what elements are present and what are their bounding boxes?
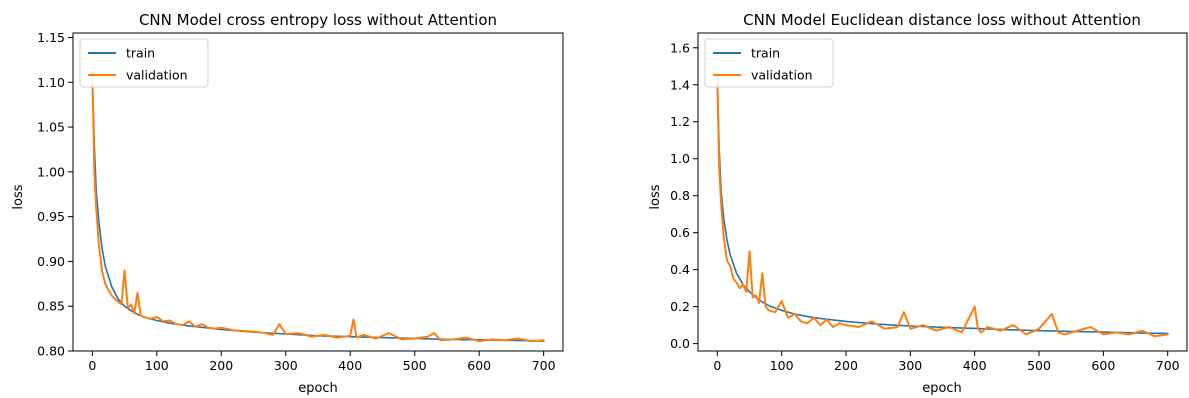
x-tick-label: 600 [467,358,491,373]
x-tick-label: 100 [770,358,794,373]
y-tick-label: 0.85 [37,299,65,314]
y-tick-label: 0.95 [37,209,65,224]
series-line-validation [91,72,545,343]
y-axis-title: loss [11,184,26,209]
axes-frame [72,32,564,352]
y-tick-label: 0.6 [670,225,690,240]
y-tick-label: 0.4 [670,262,690,277]
y-tick-label: 0.2 [670,299,690,314]
series-line-validation [716,80,1169,338]
y-tick-label: 1.2 [670,114,690,129]
legend: train validation [79,38,209,88]
series-line-train [716,74,1169,335]
x-tick-label: 400 [338,358,362,373]
legend-label-validation: validation [126,68,188,83]
y-tick-label: 1.6 [670,40,690,55]
x-tick-label: 100 [145,358,169,373]
axis-ticks: 0 100 200 300 400 500 600 700 0.0 0.2 0.4 0.6 0.8 1.0… [670,32,1188,373]
y-tick-label: 1.4 [670,77,690,92]
y-axis-title: loss [648,184,663,209]
x-tick-label: 500 [1027,358,1051,373]
y-tick-label: 1.05 [37,120,65,135]
x-tick-label: 500 [403,358,427,373]
axes-frame [697,32,1188,352]
x-tick-label: 0 [88,358,96,373]
y-tick-label: 1.15 [37,30,65,45]
x-tick-label: 300 [898,358,922,373]
y-tick-label: 0.8 [670,188,690,203]
axis-ticks: 0 100 200 300 400 500 600 700 0.80 0.85 0.90 0.95 1.… [37,30,564,373]
x-tick-label: 0 [713,358,721,373]
chart-title: CNN Model cross entropy loss without Att… [139,11,497,29]
y-tick-label: 0.90 [37,254,65,269]
euclidean-distance-loss-chart: CNN Model Euclidean distance loss withou… [648,11,1188,396]
y-tick-label: 0.0 [670,336,690,351]
x-tick-label: 400 [963,358,987,373]
x-tick-label: 600 [1091,358,1115,373]
y-tick-label: 1.00 [37,164,65,179]
x-axis-title: epoch [298,381,338,396]
legend-label-train: train [751,46,780,61]
plot-area [716,74,1169,338]
x-tick-label: 200 [834,358,858,373]
y-tick-label: 1.10 [37,75,65,90]
x-axis-title: epoch [922,381,962,396]
plot-area [91,72,545,343]
legend-label-validation: validation [751,68,813,83]
x-tick-label: 300 [274,358,298,373]
series-line-train [91,72,545,342]
legend: train validation [704,38,834,88]
cross-entropy-loss-chart: CNN Model cross entropy loss without Att… [11,11,564,396]
y-tick-label: 0.80 [37,344,65,359]
legend-label-train: train [126,46,155,61]
y-tick-label: 1.0 [670,151,690,166]
x-tick-label: 700 [532,358,556,373]
x-tick-label: 200 [209,358,233,373]
x-tick-label: 700 [1156,358,1180,373]
chart-title: CNN Model Euclidean distance loss withou… [743,11,1141,29]
